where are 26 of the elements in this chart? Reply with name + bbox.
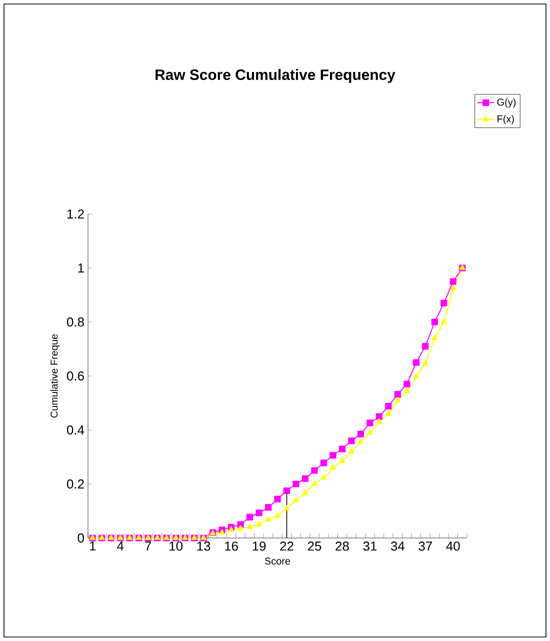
- legend-label: G(y): [497, 98, 516, 108]
- x-tick-label: 34: [390, 542, 404, 551]
- x-tick-label: 4: [117, 542, 124, 550]
- y-tick-label: 0.2: [66, 479, 84, 489]
- chart-title: Raw Score Cumulative Frequency: [156, 69, 396, 83]
- y-tick-label: 0.4: [66, 425, 84, 435]
- y-tick-label: 0.8: [66, 317, 84, 327]
- x-tick-label: 22: [280, 542, 294, 551]
- x-tick-label: 28: [336, 542, 349, 551]
- x-tick-label: 19: [252, 542, 266, 551]
- y-axis-title: Cumulative Freque: [50, 334, 60, 418]
- x-tick-label: 10: [170, 542, 183, 551]
- x-tick-label: 31: [363, 542, 377, 551]
- x-tick-label: 13: [197, 542, 210, 551]
- x-tick-label: 25: [308, 542, 322, 551]
- x-tick-label: 37: [418, 542, 432, 551]
- y-tick-label: 0.6: [66, 371, 84, 381]
- y-tick-label: 1: [78, 264, 84, 272]
- x-tick-label: 1: [90, 542, 96, 550]
- x-tick-label: 16: [225, 542, 238, 551]
- legend-label: F(x): [498, 115, 514, 124]
- x-tick-label: 7: [145, 542, 152, 550]
- x-tick-label: 40: [446, 542, 460, 551]
- y-tick-label: 0: [78, 533, 84, 543]
- x-axis-title: Score: [264, 558, 290, 565]
- y-tick-label: 1.2: [67, 209, 84, 219]
